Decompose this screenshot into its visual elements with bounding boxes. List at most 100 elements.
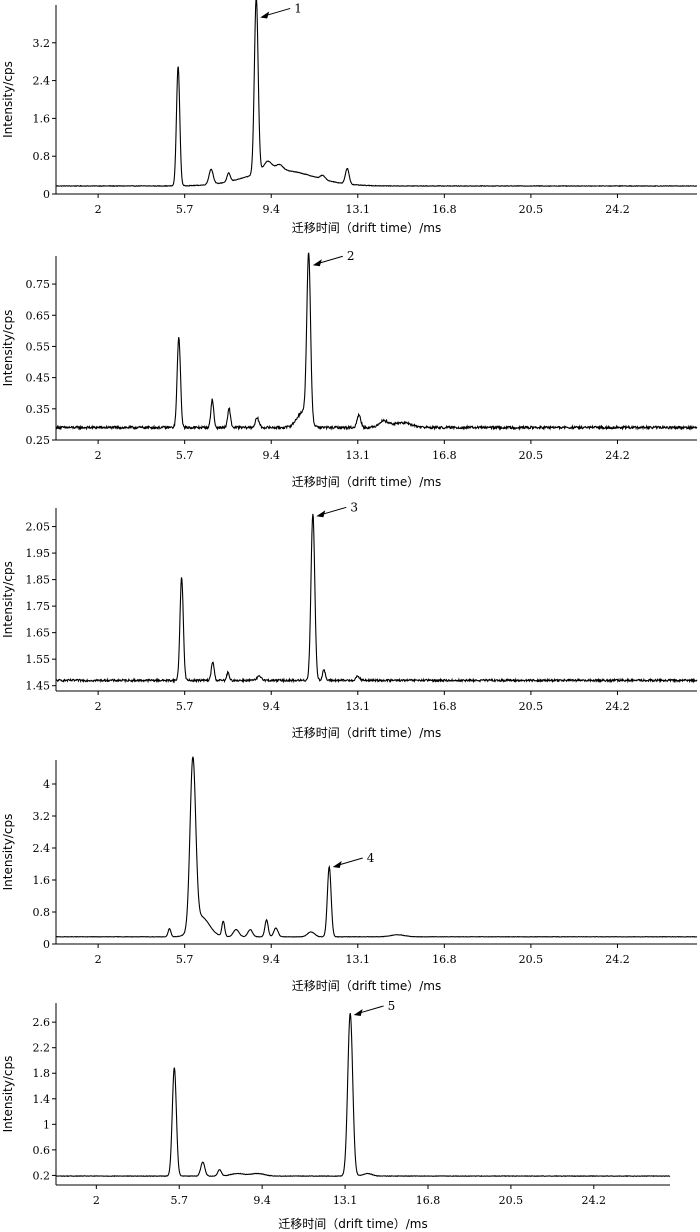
y-axis-title: Intensity/cps xyxy=(1,1056,15,1133)
x-tick-label: 13.1 xyxy=(333,1194,358,1207)
x-tick-label: 5.7 xyxy=(176,203,194,216)
y-tick-label: 2.6 xyxy=(33,1016,51,1029)
spectrum-line xyxy=(55,252,698,431)
y-axis-title: Intensity/cps xyxy=(1,561,15,638)
y-tick-label: 0.35 xyxy=(26,403,51,416)
spectrum-line xyxy=(55,756,698,938)
y-tick-label: 0.8 xyxy=(33,906,51,919)
x-tick-label: 20.5 xyxy=(519,203,544,216)
spectrum-line xyxy=(55,513,698,684)
x-tick-label: 2 xyxy=(95,203,102,216)
x-tick-label: 13.1 xyxy=(346,953,371,966)
x-tick-label: 16.8 xyxy=(432,953,457,966)
x-tick-label: 24.2 xyxy=(605,700,630,713)
y-tick-label: 1.6 xyxy=(33,112,51,125)
x-tick-label: 2 xyxy=(95,953,102,966)
y-tick-label: 1.45 xyxy=(26,680,51,693)
annotation-arrow-head xyxy=(260,11,270,19)
y-tick-label: 0.6 xyxy=(33,1144,51,1157)
x-axis-title: 迁移时间（drift time）/ms xyxy=(292,475,442,489)
x-tick-label: 20.5 xyxy=(519,700,544,713)
y-tick-label: 4 xyxy=(43,778,50,791)
x-tick-label: 5.7 xyxy=(176,700,194,713)
y-tick-label: 1.6 xyxy=(33,874,51,887)
x-tick-label: 2 xyxy=(93,1194,100,1207)
x-tick-label: 24.2 xyxy=(605,449,630,462)
x-tick-label: 16.8 xyxy=(432,700,457,713)
annotation-arrow-line xyxy=(266,7,291,16)
y-tick-label: 1.85 xyxy=(26,574,51,587)
chart-panel-2: 2 5.7 9.4 13.1 16.8 20.5 24.2 0.25 0.35 0.45 0.55 0… xyxy=(1,249,698,489)
x-tick-label: 5.7 xyxy=(176,953,194,966)
y-tick-label: 1.55 xyxy=(26,653,51,666)
x-tick-label: 16.8 xyxy=(432,203,457,216)
y-tick-label: 1 xyxy=(43,1118,50,1131)
y-axis-title: Intensity/cps xyxy=(1,310,15,387)
x-tick-label: 9.4 xyxy=(253,1194,271,1207)
peak-label: 4 xyxy=(367,851,375,865)
y-tick-label: 1.75 xyxy=(26,600,51,613)
x-tick-label: 5.7 xyxy=(176,449,194,462)
y-axis-title: Intensity/cps xyxy=(1,61,15,138)
annotation-arrow-line xyxy=(338,857,363,866)
annotation-arrow-head xyxy=(312,259,322,267)
x-tick-label: 9.4 xyxy=(262,700,280,713)
x-tick-label: 16.8 xyxy=(432,449,457,462)
y-tick-label: 2.05 xyxy=(26,521,51,534)
x-tick-label: 13.1 xyxy=(346,449,371,462)
x-axis-title: 迁移时间（drift time）/ms xyxy=(292,221,442,235)
spectrum-line xyxy=(55,1012,671,1178)
y-tick-label: 0 xyxy=(43,938,50,951)
annotation-arrow-head xyxy=(316,510,326,518)
annotation-arrow-line xyxy=(322,506,347,515)
chart-panel-3: 2 5.7 9.4 13.1 16.8 20.5 24.2 1.45 1.55 1.65 1.75 1… xyxy=(1,500,698,740)
y-tick-label: 1.95 xyxy=(26,547,51,560)
x-tick-label: 20.5 xyxy=(499,1194,524,1207)
y-tick-label: 3.2 xyxy=(33,810,51,823)
x-tick-label: 24.2 xyxy=(605,953,630,966)
y-tick-label: 2.4 xyxy=(33,75,51,88)
y-tick-label: 1.8 xyxy=(33,1067,51,1080)
chart-panel-5: 2 5.7 9.4 13.1 16.8 20.5 24.2 0.2 0.6 1 1.4 1.8 2.2 2… xyxy=(1,999,671,1231)
x-tick-label: 20.5 xyxy=(519,953,544,966)
x-tick-label: 13.1 xyxy=(346,700,371,713)
chart-panel-4: 2 5.7 9.4 13.1 16.8 20.5 24.2 0 0.8 1.6 2.4 3.2 4 迁移时… xyxy=(1,756,698,993)
y-tick-label: 0.45 xyxy=(26,372,51,385)
x-axis-title: 迁移时间（drift time）/ms xyxy=(292,726,442,740)
y-tick-label: 0 xyxy=(43,188,50,201)
x-axis-title: 迁移时间（drift time）/ms xyxy=(292,979,442,993)
y-tick-label: 0.8 xyxy=(33,150,51,163)
y-tick-label: 0.55 xyxy=(26,340,51,353)
peak-label: 3 xyxy=(350,500,358,514)
y-tick-label: 2.4 xyxy=(33,842,51,855)
annotation-arrow-head xyxy=(353,1008,363,1016)
x-tick-label: 9.4 xyxy=(262,953,280,966)
x-tick-label: 24.2 xyxy=(582,1194,607,1207)
x-axis-title: 迁移时间（drift time）/ms xyxy=(278,1217,428,1231)
x-tick-label: 2 xyxy=(95,700,102,713)
x-tick-label: 2 xyxy=(95,449,102,462)
annotation-arrow-line xyxy=(359,1005,384,1014)
y-axis-title: Intensity/cps xyxy=(1,814,15,891)
annotation-arrow-head xyxy=(332,861,342,868)
x-tick-label: 16.8 xyxy=(416,1194,441,1207)
x-tick-label: 24.2 xyxy=(605,203,630,216)
x-tick-label: 13.1 xyxy=(346,203,371,216)
peak-label: 1 xyxy=(294,1,302,15)
peak-label: 5 xyxy=(388,999,396,1013)
x-tick-label: 20.5 xyxy=(519,449,544,462)
y-tick-label: 1.65 xyxy=(26,627,51,640)
y-tick-label: 0.25 xyxy=(26,434,51,447)
x-tick-label: 5.7 xyxy=(170,1194,188,1207)
chart-panel-1: 2 5.7 9.4 13.1 16.8 20.5 24.2 0 0.8 1.6 2.4 3.2 迁移时间… xyxy=(1,0,698,235)
y-tick-label: 1.4 xyxy=(33,1093,51,1106)
y-tick-label: 2.2 xyxy=(33,1042,51,1055)
annotation-arrow-line xyxy=(318,255,343,264)
x-tick-label: 9.4 xyxy=(262,203,280,216)
spectrum-line xyxy=(55,0,698,188)
y-tick-label: 0.2 xyxy=(33,1169,51,1182)
x-tick-label: 9.4 xyxy=(262,449,280,462)
y-tick-label: 0.75 xyxy=(26,278,51,291)
y-tick-label: 3.2 xyxy=(33,37,51,50)
